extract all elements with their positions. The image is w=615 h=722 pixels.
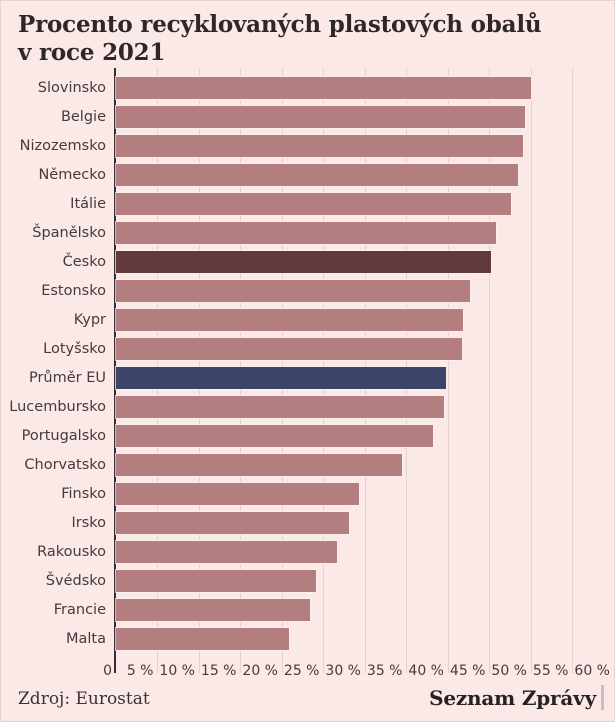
bar-lucembursko	[116, 396, 444, 418]
bar--esko	[116, 251, 492, 273]
bar-irsko	[116, 512, 350, 534]
x-tick-label-10: 10 %	[159, 663, 195, 679]
bar-rakousko	[116, 541, 337, 563]
row-label-nizozemsko: Nizozemsko	[19, 138, 106, 154]
row-label--esko: Česko	[62, 254, 106, 270]
brand-logo: Seznam Zprávy	[429, 685, 604, 710]
x-tick-label-50: 50 %	[491, 663, 527, 679]
chart-title: Procento recyklovaných plastových obalů …	[18, 11, 578, 67]
row-label-estonsko: Estonsko	[41, 283, 106, 299]
gridline-50	[530, 68, 532, 673]
row-label-rakousko: Rakousko	[37, 544, 106, 560]
bar-finsko	[116, 483, 360, 505]
gridline-60	[613, 68, 614, 673]
x-tick-label-40: 40 %	[408, 663, 444, 679]
x-tick-label-5: 5 %	[126, 663, 154, 679]
x-tick-label-25: 25 %	[283, 663, 320, 679]
x-tick-label-60: 60 %	[574, 663, 610, 679]
row-label-belgie: Belgie	[60, 109, 106, 125]
x-tick-label-30: 30 %	[325, 663, 361, 679]
bar--v-dsko	[116, 570, 317, 592]
row-label-portugalsko: Portugalsko	[21, 428, 106, 444]
category-labels: Slovinsko Belgie Nizozemsko Německo Itálie Šp…	[1, 68, 106, 673]
bar-kypr	[116, 309, 463, 331]
row-label-francie: Francie	[53, 602, 106, 618]
bar--pan-lsko	[116, 222, 497, 244]
row-label-slovinsko: Slovinsko	[37, 80, 106, 96]
row-label-loty-sko: Lotyšsko	[43, 341, 106, 357]
row-label-pr-m-r-eu: Průměr EU	[28, 370, 106, 386]
bar-estonsko	[116, 280, 471, 302]
x-tick-label-20: 20 %	[242, 663, 278, 679]
bar-belgie	[116, 106, 526, 128]
row-label-finsko: Finsko	[61, 486, 106, 502]
bar-malta	[116, 628, 289, 650]
gridline-45	[489, 68, 490, 673]
bar-loty-sko	[116, 338, 463, 360]
row-label--v-dsko: Švédsko	[45, 573, 106, 589]
bar-chorvatsko	[116, 454, 402, 476]
bar-n-mecko	[116, 164, 518, 186]
y-axis-line	[114, 68, 116, 673]
bar-it-lie	[116, 193, 512, 215]
bar-chart: 0 5 % 10 % 15 % 20 % 25 % 30 % 35 % 40 % 45 % 50 %…	[103, 68, 614, 679]
bar-nizozemsko	[116, 135, 523, 157]
x-tick-label-55: 55 %	[532, 663, 569, 679]
bar-portugalsko	[116, 425, 434, 447]
x-tick-label-35: 35 %	[366, 663, 403, 679]
row-label-kypr: Kypr	[73, 312, 106, 328]
row-label--pan-lsko: Španělsko	[32, 225, 106, 241]
row-label-it-lie: Itálie	[70, 196, 106, 212]
brand-cursor-icon	[601, 685, 604, 710]
row-label-lucembursko: Lucembursko	[9, 399, 106, 415]
x-tick-label-15: 15 %	[200, 663, 237, 679]
x-tick-label-0: 0	[103, 663, 112, 679]
x-tick-label-45: 45 %	[449, 663, 486, 679]
source-note: Zdroj: Eurostat	[18, 689, 150, 709]
row-label-chorvatsko: Chorvatsko	[24, 457, 106, 473]
gridline-55	[572, 68, 573, 673]
row-label-malta: Malta	[66, 631, 106, 647]
chart-title-line1: Procento recyklovaných plastových obalů	[18, 11, 542, 38]
row-label-n-mecko: Německo	[38, 167, 106, 183]
bar-francie	[116, 599, 311, 621]
gridline-40	[447, 68, 449, 673]
bar-slovinsko	[116, 77, 531, 99]
bar-pr-m-r-eu	[116, 367, 446, 389]
chart-title-line2: v roce 2021	[18, 39, 166, 66]
brand-name: Seznam Zprávy	[429, 685, 596, 710]
row-label-irsko: Irsko	[71, 515, 106, 531]
